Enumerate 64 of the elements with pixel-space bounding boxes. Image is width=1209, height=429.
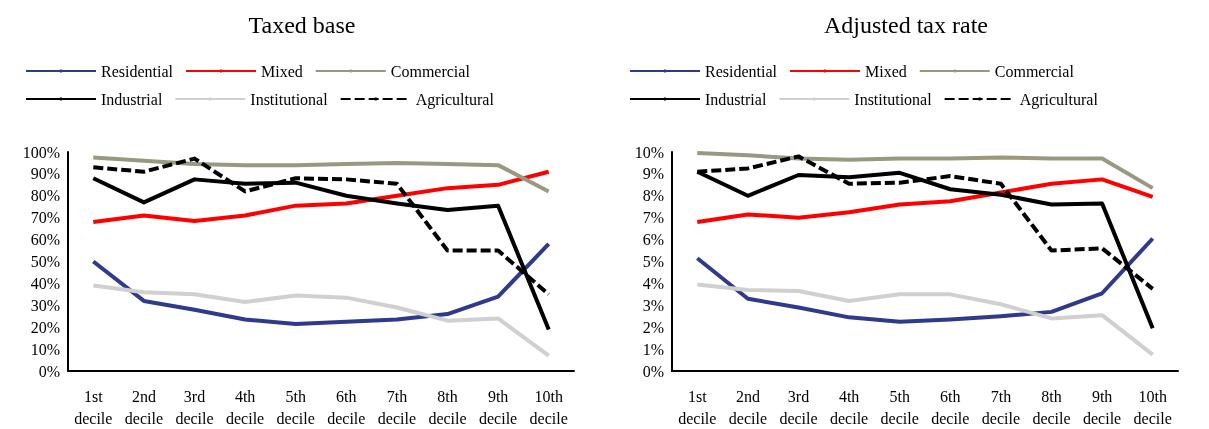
y-tick-label: 5% xyxy=(642,253,664,270)
line-series xyxy=(91,169,551,225)
chart-title: Adjusted tax rate xyxy=(824,12,988,38)
x-tick-label: 10th decile xyxy=(529,387,568,427)
y-tick-label: 6% xyxy=(642,231,664,249)
x-tick-label: 6th decile xyxy=(327,387,366,427)
line-series xyxy=(695,151,1155,191)
x-tick-label: 7th decile xyxy=(981,387,1020,427)
y-tick-label: 40% xyxy=(30,274,60,292)
line-series xyxy=(91,283,551,358)
x-tick-label: 10th decile xyxy=(1133,387,1172,427)
x-tick-label: 8th decile xyxy=(1032,387,1071,427)
legend-label: Institutional xyxy=(854,90,933,108)
x-tick-label: 1st decile xyxy=(678,387,717,427)
line-series xyxy=(91,155,551,194)
legend-label: Mixed xyxy=(260,62,303,80)
x-tick-label: 2nd decile xyxy=(124,387,163,427)
y-tick-label: 1% xyxy=(642,340,664,358)
x-tick-label: 9th decile xyxy=(1083,387,1122,427)
x-tick-label: 7th decile xyxy=(377,387,416,427)
line-series xyxy=(695,177,1155,225)
legend-label: Institutional xyxy=(250,90,329,108)
y-tick-label: 30% xyxy=(30,296,60,314)
x-tick-label: 1st decile xyxy=(74,387,113,427)
y-tick-label: 90% xyxy=(30,165,60,183)
x-tick-label: 3rd decile xyxy=(779,387,818,427)
legend-label: Mixed xyxy=(864,62,907,80)
chart-title: Taxed base xyxy=(248,12,356,38)
line-series xyxy=(695,236,1155,324)
y-tick-label: 10% xyxy=(634,143,664,161)
y-tick-label: 9% xyxy=(642,165,664,183)
y-tick-label: 50% xyxy=(30,253,60,270)
y-tick-label: 2% xyxy=(642,318,664,336)
x-tick-label: 9th decile xyxy=(479,387,518,427)
y-tick-label: 8% xyxy=(642,187,664,205)
x-tick-label: 2nd decile xyxy=(728,387,767,427)
y-tick-label: 0% xyxy=(642,362,664,380)
x-tick-label: 6th decile xyxy=(931,387,970,427)
y-tick-label: 10% xyxy=(30,340,60,358)
x-tick-label: 5th decile xyxy=(880,387,919,427)
x-tick-label: 4th decile xyxy=(226,387,265,427)
x-tick-label: 3rd decile xyxy=(175,387,214,427)
y-tick-label: 60% xyxy=(30,231,60,249)
y-tick-label: 4% xyxy=(642,274,664,292)
y-tick-label: 70% xyxy=(30,209,60,227)
legend-label: Commercial xyxy=(390,62,471,80)
legend-label: Industrial xyxy=(101,90,163,108)
legend-label: Agricultural xyxy=(415,90,495,109)
y-tick-label: 20% xyxy=(30,318,60,336)
x-tick-label: 8th decile xyxy=(428,387,467,427)
line-series xyxy=(695,282,1155,357)
legend-label: Industrial xyxy=(705,90,767,108)
y-tick-label: 100% xyxy=(22,143,60,161)
y-tick-label: 7% xyxy=(642,209,664,227)
y-tick-label: 3% xyxy=(642,296,664,314)
line-series xyxy=(91,241,551,326)
legend-label: Residential xyxy=(101,62,174,80)
x-tick-label: 5th decile xyxy=(276,387,315,427)
y-tick-label: 80% xyxy=(30,187,60,205)
y-tick-label: 0% xyxy=(38,362,60,380)
legend-label: Residential xyxy=(705,62,778,80)
x-tick-label: 4th decile xyxy=(830,387,869,427)
legend-label: Commercial xyxy=(994,62,1075,80)
legend-label: Agricultural xyxy=(1019,90,1099,109)
